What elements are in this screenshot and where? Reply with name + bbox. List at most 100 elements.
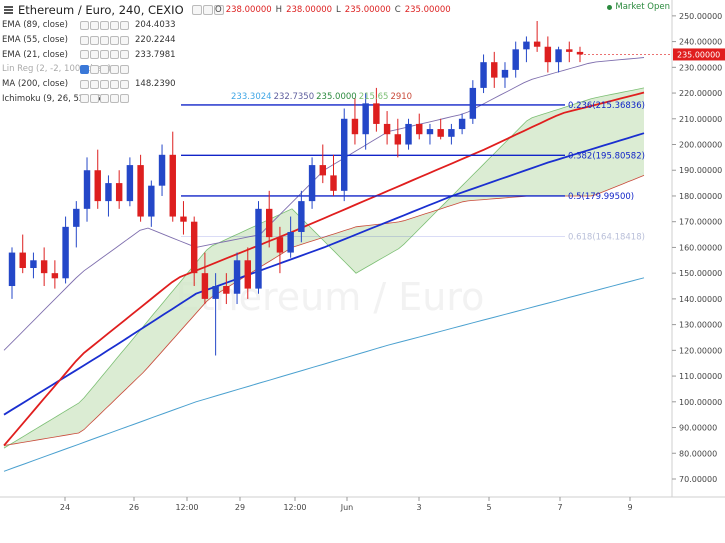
source-icon[interactable] <box>100 79 109 89</box>
candle-body <box>458 118 466 130</box>
symbol-title: Ethereum / Euro, 240, CEXIO <box>18 2 184 17</box>
source-icon[interactable] <box>100 35 109 45</box>
indicator-row[interactable]: EMA (89, close) 204.4033 <box>2 18 242 33</box>
more-icon[interactable] <box>120 20 129 30</box>
title-controls <box>191 4 224 15</box>
indicator-row[interactable]: Ichimoku (9, 26, 52, 26) <box>2 91 242 106</box>
candle-body <box>362 103 369 135</box>
indicator-name: EMA (89, close) <box>2 20 68 31</box>
market-status: Market Open <box>607 2 670 12</box>
settings-icon[interactable] <box>90 35 99 45</box>
candle-body <box>115 183 123 202</box>
candle-body <box>544 46 552 63</box>
symbol-title-row: Ethereum / Euro, 240, CEXIO <box>2 1 242 18</box>
candle-body <box>523 41 530 50</box>
menu-icon[interactable] <box>4 5 13 14</box>
candle-body <box>233 260 241 294</box>
indicator-controls <box>80 64 129 74</box>
indicator-row[interactable]: EMA (55, close) 220.2244 <box>2 33 242 48</box>
settings-icon[interactable] <box>90 94 99 104</box>
settings-icon[interactable] <box>202 4 213 15</box>
close-icon[interactable] <box>110 94 119 104</box>
y-tick-label: 100.00000 <box>679 398 722 407</box>
settings-icon[interactable] <box>90 50 99 60</box>
close-icon[interactable] <box>110 64 119 74</box>
ohlc-low-value: 235.00000 <box>344 4 391 15</box>
candle-body <box>62 226 69 279</box>
candle-body <box>265 208 273 238</box>
candle-body <box>126 165 134 202</box>
x-tick-label: 24 <box>60 503 70 512</box>
more-icon[interactable] <box>120 94 129 104</box>
settings-icon[interactable] <box>90 64 99 74</box>
indicator-row[interactable]: EMA (21, close) 233.7981 <box>2 47 242 62</box>
more-icon[interactable] <box>120 79 129 89</box>
close-icon[interactable] <box>110 50 119 60</box>
candle-body <box>576 51 584 55</box>
eye-icon[interactable] <box>191 4 202 15</box>
indicator-row[interactable]: Lin Reg (2, -2, 100, close) <box>2 62 242 77</box>
candle-body <box>480 62 487 88</box>
fib-level-label: 0.5(179.99500) <box>568 192 634 202</box>
candle-body <box>298 201 305 232</box>
y-tick-label: 200.00000 <box>679 141 722 150</box>
candle-body <box>137 165 144 217</box>
indicator-name: EMA (55, close) <box>2 35 68 46</box>
eye-icon[interactable] <box>80 94 89 104</box>
x-tick-label: 5 <box>486 503 491 512</box>
candle-body <box>8 252 16 287</box>
more-icon[interactable] <box>120 50 129 60</box>
candle-body <box>394 134 402 145</box>
close-icon[interactable] <box>110 35 119 45</box>
candle-body <box>416 123 423 135</box>
candle-body <box>201 273 209 299</box>
x-tick-label: 29 <box>235 503 245 512</box>
eye-icon[interactable] <box>80 64 89 74</box>
settings-icon[interactable] <box>90 20 99 30</box>
eye-icon[interactable] <box>80 79 89 89</box>
candle-body <box>426 129 434 135</box>
source-icon[interactable] <box>100 64 109 74</box>
x-tick-label: 26 <box>129 503 139 512</box>
y-tick-label: 170.00000 <box>679 218 722 227</box>
candle-body <box>512 49 519 70</box>
close-icon[interactable] <box>213 4 224 15</box>
candle-body <box>40 260 48 274</box>
x-tick-label: 3 <box>416 503 421 512</box>
settings-icon[interactable] <box>90 79 99 89</box>
more-icon[interactable] <box>120 35 129 45</box>
ohlc-high-value: 238.00000 <box>286 4 333 15</box>
y-tick-label: 130.00000 <box>679 321 722 330</box>
indicator-controls <box>80 79 129 89</box>
candle-body <box>169 154 176 217</box>
source-icon[interactable] <box>100 20 109 30</box>
indicator-value: 233.7981 <box>135 49 176 60</box>
candle-body <box>533 41 541 47</box>
y-tick-label: 220.00000 <box>679 89 722 98</box>
market-status-label: Market Open <box>615 2 670 12</box>
eye-icon[interactable] <box>80 50 89 60</box>
y-tick-label: 180.00000 <box>679 192 722 201</box>
source-icon[interactable] <box>100 94 109 104</box>
candle-body <box>373 103 380 124</box>
indicator-name: EMA (21, close) <box>2 49 68 60</box>
ema55-line <box>3 91 645 447</box>
more-icon[interactable] <box>120 64 129 74</box>
x-tick-label: 12:00 <box>175 503 198 512</box>
candle-body <box>341 118 348 191</box>
ohlc-low-label: L <box>336 4 341 15</box>
indicator-name: MA (200, close) <box>2 79 69 90</box>
y-tick-label: 230.00000 <box>679 63 722 72</box>
eye-icon[interactable] <box>80 20 89 30</box>
candle-body <box>212 286 219 299</box>
indicator-row[interactable]: MA (200, close) 148.2390 <box>2 77 242 92</box>
candle-body <box>276 237 284 253</box>
eye-icon[interactable] <box>80 35 89 45</box>
close-icon[interactable] <box>110 20 119 30</box>
y-tick-label: 210.00000 <box>679 115 722 124</box>
source-icon[interactable] <box>100 50 109 60</box>
y-tick-label: 90.00000 <box>679 424 717 433</box>
close-icon[interactable] <box>110 79 119 89</box>
